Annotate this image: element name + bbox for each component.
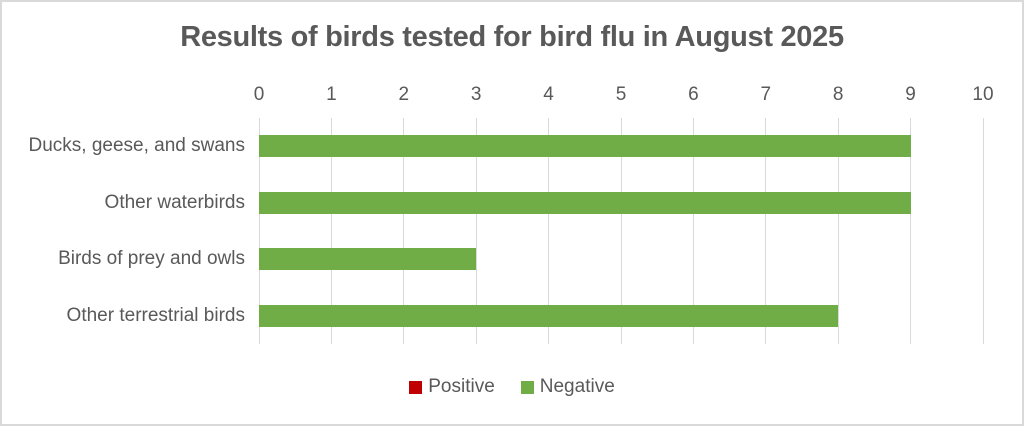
gridline-x-3 bbox=[475, 118, 477, 344]
bar-negative bbox=[259, 248, 477, 271]
gridline-x-4 bbox=[548, 118, 550, 344]
category-label: Other terrestrial birds bbox=[66, 304, 245, 326]
gridline-x-8 bbox=[837, 118, 839, 344]
x-tick-label-3: 3 bbox=[470, 84, 482, 105]
category-label: Ducks, geese, and swans bbox=[28, 135, 245, 157]
legend-item-positive: Positive bbox=[409, 376, 495, 398]
gridline-x-2 bbox=[403, 118, 405, 344]
legend-label: Positive bbox=[428, 376, 495, 397]
x-tick-label-9: 9 bbox=[905, 84, 916, 105]
x-tick-label-2: 2 bbox=[398, 84, 410, 105]
gridline-x-10 bbox=[982, 118, 984, 344]
x-tick-label-5: 5 bbox=[615, 84, 627, 105]
legend-label: Negative bbox=[539, 376, 615, 397]
x-tick-label-6: 6 bbox=[688, 84, 699, 105]
chart-title: Results of birds tested for bird flu in … bbox=[180, 21, 844, 53]
x-tick-label-4: 4 bbox=[543, 84, 554, 105]
x-tick-label-10: 10 bbox=[972, 84, 994, 105]
bar-negative bbox=[259, 135, 911, 158]
gridline-x-7 bbox=[765, 118, 767, 344]
legend: Positive Negative bbox=[0, 376, 1024, 398]
category-label: Birds of prey and owls bbox=[58, 248, 245, 270]
gridline-x-9 bbox=[910, 118, 912, 344]
bar-negative bbox=[259, 304, 839, 327]
bar-negative bbox=[259, 191, 911, 214]
category-label: Other waterbirds bbox=[104, 191, 245, 213]
legend-item-negative: Negative bbox=[520, 376, 615, 398]
x-tick-label-1: 1 bbox=[326, 84, 337, 105]
gridline-x-5 bbox=[620, 118, 622, 344]
x-tick-label-7: 7 bbox=[760, 84, 772, 105]
legend-swatch-negative-icon bbox=[520, 380, 534, 394]
gridline-x-6 bbox=[692, 118, 694, 344]
x-tick-label-0: 0 bbox=[253, 84, 265, 105]
gridline-x-0 bbox=[258, 118, 260, 344]
x-tick-label-8: 8 bbox=[832, 84, 844, 105]
gridline-x-1 bbox=[330, 118, 332, 344]
legend-swatch-positive-icon bbox=[409, 380, 423, 394]
